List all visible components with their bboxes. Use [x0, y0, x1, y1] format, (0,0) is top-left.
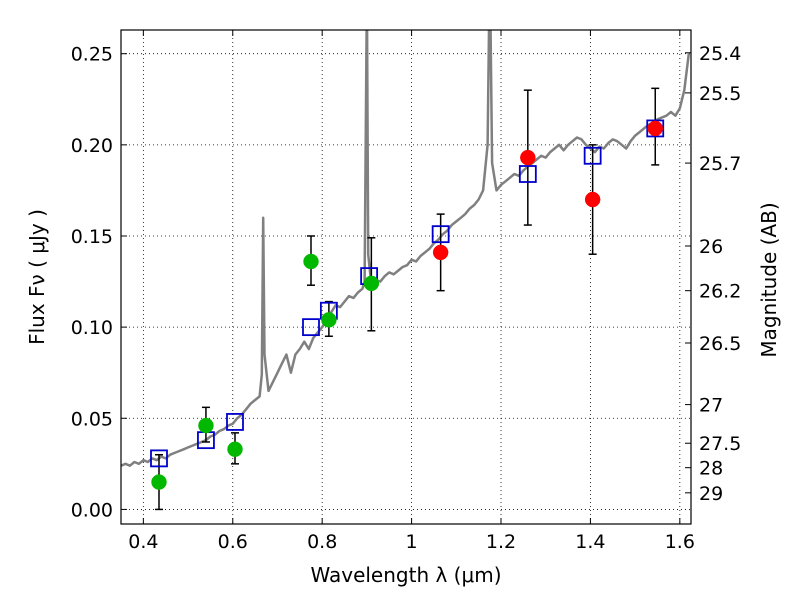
- model-square-point: [302, 318, 320, 337]
- observed-green-point: [151, 474, 167, 490]
- model-square-point: [226, 413, 244, 431]
- observed-green-point: [363, 275, 380, 292]
- observed-red-point: [647, 120, 663, 137]
- y-tick-label: 0.00: [71, 499, 113, 521]
- observed-red-point: [432, 244, 449, 261]
- x-tick-label: 1.2: [486, 531, 516, 553]
- model-square-point: [518, 165, 537, 183]
- x-tick-label: 1.4: [575, 531, 605, 553]
- x-tick-label: 1.6: [665, 531, 695, 553]
- y-tick-label: 0.15: [71, 226, 113, 248]
- observed-green-point: [227, 441, 243, 458]
- mag-tick-label: 26.5: [699, 333, 741, 355]
- model-square-point: [150, 449, 168, 468]
- y-tick-label: 0.10: [71, 317, 113, 339]
- observed-green-point: [198, 417, 214, 434]
- plot-frame: [120, 29, 692, 525]
- observed-green-point: [303, 253, 319, 270]
- mag-tick-label: 27.5: [699, 433, 741, 455]
- mag-tick-label: 25.4: [699, 43, 741, 65]
- mag-tick-label: 28: [699, 458, 723, 480]
- y-tick-label: 0.25: [71, 44, 113, 66]
- x-tick-label: 0.8: [307, 531, 337, 553]
- x-axis-title: Wavelength λ (μm): [310, 563, 501, 587]
- clipped-data: [121, 30, 691, 511]
- mag-tick-label: 26.2: [699, 281, 741, 303]
- x-tick-label: 0.6: [218, 531, 248, 553]
- right-axis-title: Magnitude (AB): [757, 202, 781, 357]
- axis-ticks: 0.4 0.6 0.8 1 1.2 1.4 1.6 0.00 0.05 0.10 0.15 0.20 0…: [71, 30, 741, 553]
- x-tick-label: 0.4: [128, 531, 158, 553]
- mag-tick-label: 29: [699, 483, 723, 505]
- x-tick-label: 1: [406, 531, 418, 553]
- mag-tick-label: 25.5: [699, 83, 741, 105]
- plot-data: [121, 30, 691, 511]
- observed-red-point: [584, 191, 601, 208]
- mag-tick-label: 27: [699, 395, 723, 417]
- y-axis-title: Flux Fν ( μJy ): [25, 209, 49, 345]
- y-tick-label: 0.05: [71, 408, 113, 430]
- y-tick-label: 0.20: [71, 135, 113, 157]
- mag-tick-label: 25.7: [699, 153, 741, 175]
- model-square-point: [431, 225, 450, 244]
- observed-green-point: [321, 312, 337, 328]
- grid: [121, 30, 691, 524]
- model-square-point: [646, 119, 665, 138]
- observed-red-point: [520, 149, 536, 166]
- sed-line: [121, 30, 691, 467]
- model-square-point: [583, 146, 602, 165]
- mag-tick-label: 26: [699, 236, 723, 258]
